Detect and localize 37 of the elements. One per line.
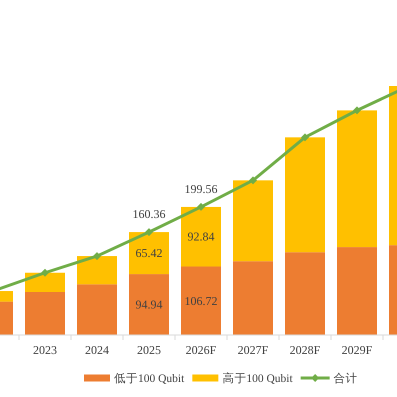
x-tick-label: 2028F bbox=[290, 343, 321, 357]
point bbox=[353, 106, 361, 114]
point bbox=[41, 268, 49, 277]
bar bbox=[25, 272, 65, 292]
data-label: 160.36 bbox=[132, 207, 166, 222]
x-tick-label: 2025 bbox=[137, 343, 161, 357]
data-label: 199.56 bbox=[184, 182, 218, 196]
point bbox=[145, 228, 153, 236]
data-label: 65.42 bbox=[136, 246, 162, 260]
bar bbox=[129, 232, 169, 274]
point bbox=[301, 133, 309, 142]
point bbox=[197, 202, 205, 211]
bar bbox=[25, 292, 65, 335]
legend-label: 合计 bbox=[334, 372, 358, 385]
point bbox=[249, 176, 257, 184]
x-tick-label: 2027F bbox=[238, 343, 269, 357]
bar bbox=[77, 284, 117, 335]
legend-label: 低于100 Qubit bbox=[114, 372, 186, 385]
bar bbox=[181, 266, 221, 335]
bar bbox=[285, 137, 325, 252]
bar bbox=[337, 247, 377, 335]
legend-label: 高于100 Qubit bbox=[222, 371, 294, 385]
bar bbox=[337, 110, 377, 248]
data-label: 92.84 bbox=[188, 230, 214, 244]
data-label: 94.94 bbox=[136, 298, 162, 312]
bar bbox=[233, 180, 273, 262]
bar bbox=[181, 206, 221, 267]
point bbox=[93, 252, 101, 260]
x-tick-label: 2029F bbox=[342, 343, 373, 357]
bar bbox=[285, 252, 325, 335]
x-tick-label: 2023 bbox=[33, 343, 57, 357]
bar bbox=[233, 261, 273, 335]
x-tick-label: 2024 bbox=[85, 343, 109, 357]
data-label: 106.72 bbox=[184, 294, 218, 308]
bar bbox=[129, 274, 169, 335]
x-tick-label: 2026F bbox=[186, 343, 217, 357]
bar bbox=[77, 256, 117, 284]
